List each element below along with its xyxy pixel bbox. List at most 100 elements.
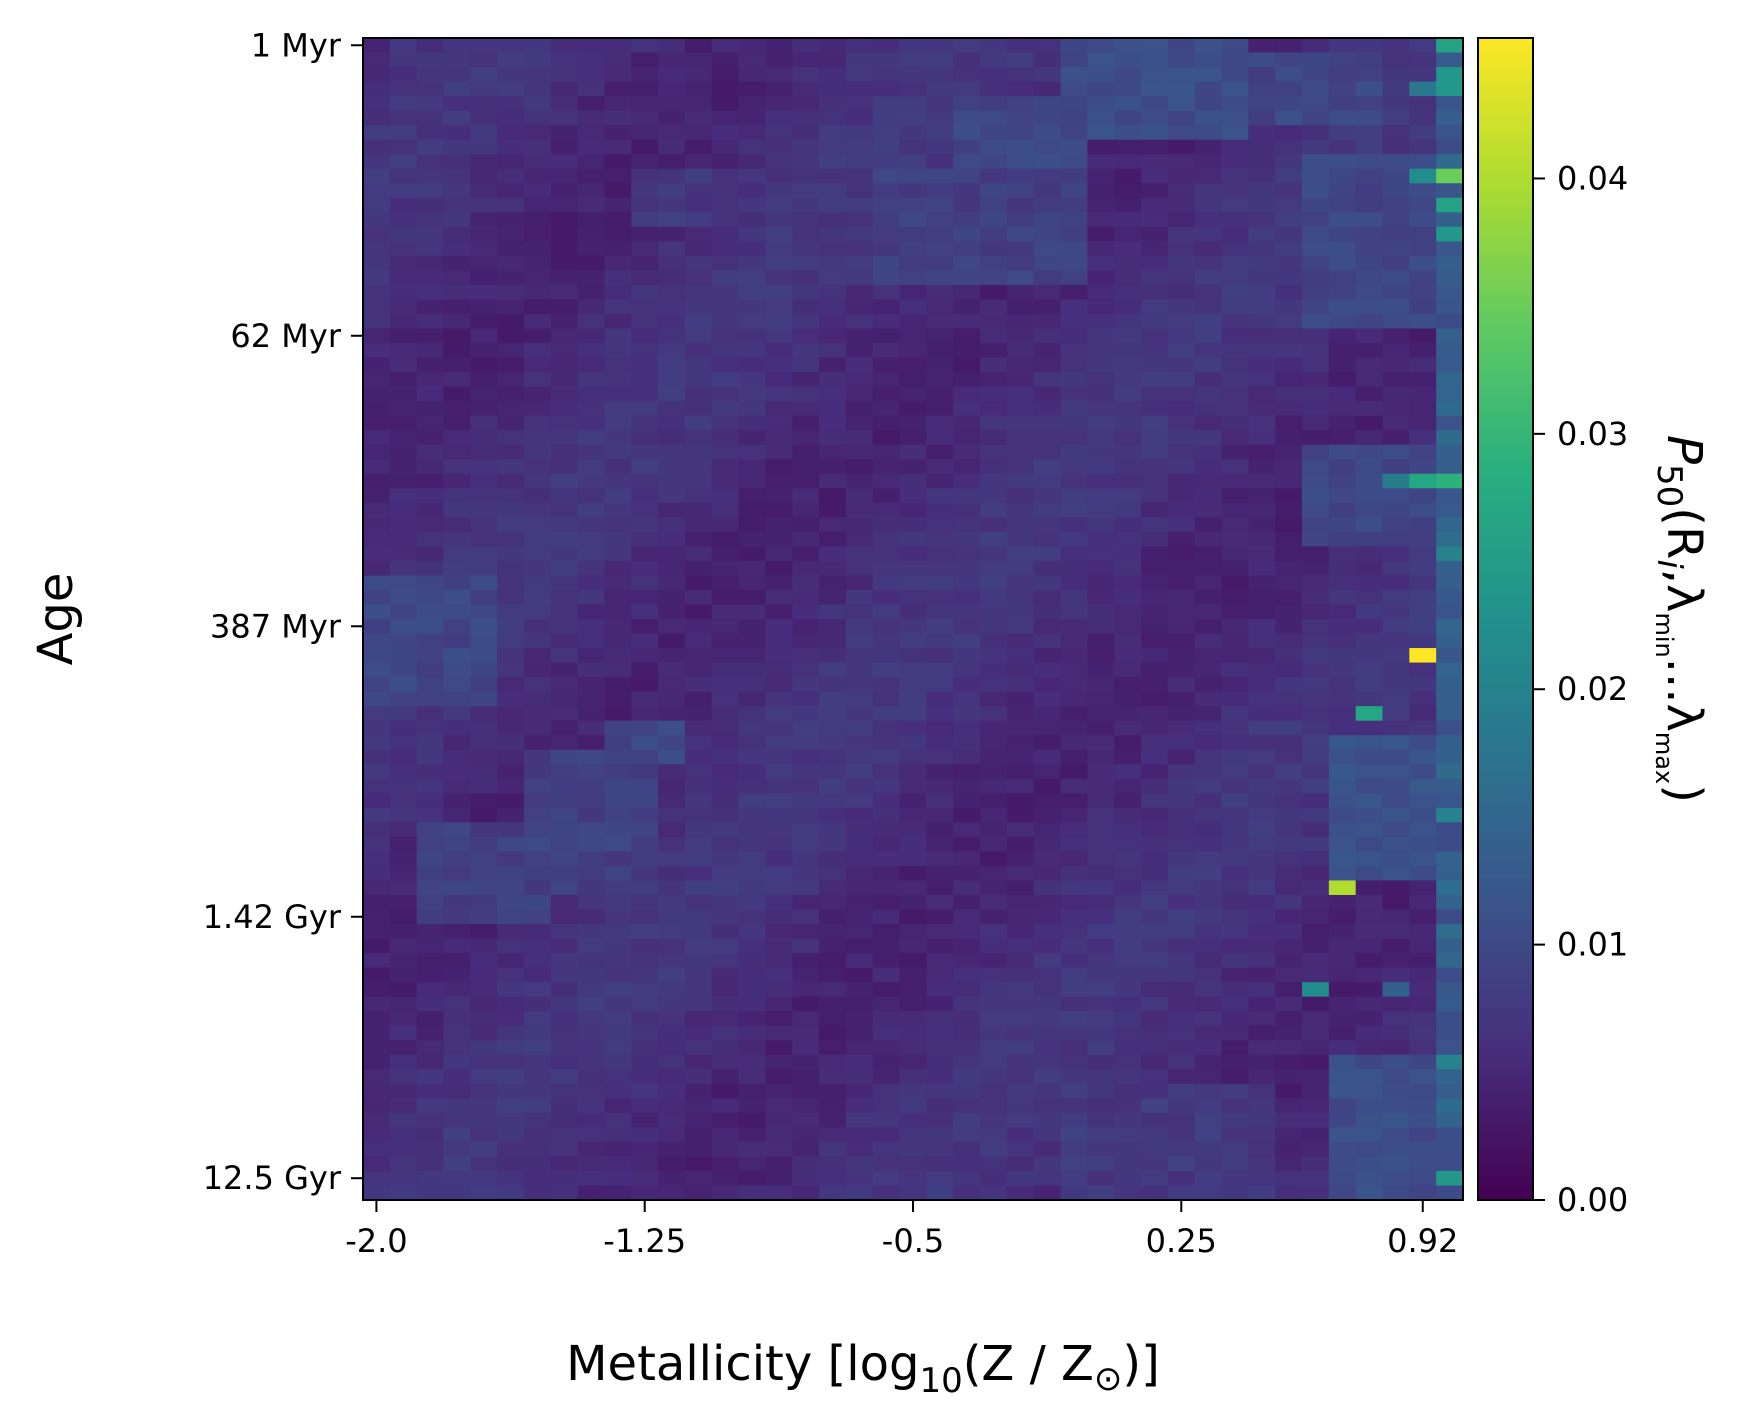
heatmap-cell	[523, 633, 552, 649]
heatmap-cell	[872, 764, 901, 780]
heatmap-cell	[1355, 996, 1384, 1012]
heatmap-cell	[1087, 691, 1115, 707]
heatmap-cell	[550, 328, 579, 344]
heatmap-cell	[1167, 953, 1196, 969]
heatmap-cell	[1328, 1112, 1357, 1128]
heatmap-cell	[1033, 691, 1062, 707]
heatmap-cell	[1436, 778, 1464, 794]
heatmap-cell	[416, 662, 445, 678]
heatmap-cell	[1087, 473, 1115, 489]
heatmap-cell	[1275, 488, 1303, 504]
heatmap-cell	[1221, 865, 1249, 882]
heatmap-cell	[443, 735, 471, 751]
heatmap-cell	[1060, 836, 1088, 853]
heatmap-cell	[497, 38, 525, 54]
heatmap-cell	[604, 139, 632, 155]
heatmap-cell	[1248, 720, 1276, 736]
heatmap-cell	[872, 589, 901, 606]
heatmap-cell	[1167, 502, 1196, 518]
heatmap-cell	[631, 52, 659, 68]
heatmap-cell	[1194, 212, 1223, 228]
heatmap-cell	[1328, 982, 1357, 998]
heatmap-cell	[1033, 430, 1062, 446]
heatmap-cell	[711, 1185, 740, 1201]
heatmap-cell	[1436, 996, 1464, 1012]
heatmap-cell	[523, 241, 552, 257]
heatmap-cell	[792, 139, 820, 155]
heatmap-cell	[363, 1098, 391, 1114]
heatmap-cell	[899, 1098, 928, 1114]
heatmap-cell	[631, 720, 659, 736]
heatmap-cell	[1006, 1170, 1035, 1187]
heatmap-cell	[738, 226, 767, 242]
x-tick-label: 0.25	[1146, 1222, 1217, 1260]
heatmap-cell	[1328, 226, 1357, 242]
heatmap-cell	[792, 226, 820, 242]
heatmap-cell	[1141, 1025, 1169, 1041]
heatmap-cell	[497, 183, 525, 199]
heatmap-cell	[1355, 822, 1384, 838]
heatmap-cell	[1033, 183, 1062, 199]
heatmap-cell	[389, 284, 418, 301]
heatmap-cell	[926, 125, 954, 141]
heatmap-cell	[1302, 807, 1330, 823]
heatmap-cell	[1141, 909, 1169, 925]
heatmap-cell	[658, 154, 686, 170]
heatmap-cell	[872, 110, 901, 126]
heatmap-cell	[1382, 197, 1410, 213]
heatmap-cell	[1382, 619, 1410, 635]
heatmap-cell	[872, 415, 901, 431]
heatmap-cell	[1221, 299, 1249, 315]
heatmap-cell	[604, 1112, 632, 1128]
heatmap-cell	[1060, 197, 1088, 213]
heatmap-cell	[711, 110, 740, 126]
heatmap-cell	[1033, 1025, 1062, 1041]
heatmap-cell	[1275, 517, 1303, 533]
heatmap-cell	[550, 1054, 579, 1070]
heatmap-cell	[872, 255, 901, 272]
heatmap-cell	[631, 589, 659, 606]
heatmap-cell	[1436, 197, 1464, 213]
heatmap-cell	[1248, 1185, 1276, 1201]
heatmap-cell	[738, 822, 767, 838]
heatmap-cell	[1194, 241, 1223, 257]
heatmap-cell	[819, 125, 847, 141]
heatmap-cell	[658, 1098, 686, 1114]
heatmap-cell	[926, 444, 954, 460]
heatmap-cell	[389, 386, 418, 402]
heatmap-cell	[899, 938, 928, 954]
heatmap-cell	[604, 546, 632, 562]
heatmap-cell	[899, 764, 928, 780]
heatmap-cell	[765, 154, 793, 170]
heatmap-cell	[738, 343, 767, 359]
heatmap-cell	[523, 430, 552, 446]
heatmap-cell	[926, 1112, 954, 1128]
heatmap-cell	[497, 226, 525, 242]
heatmap-cell	[389, 459, 418, 475]
heatmap-cell	[845, 822, 874, 838]
heatmap-cell	[577, 183, 606, 199]
heatmap-cell	[845, 343, 874, 359]
heatmap-cell	[980, 430, 1008, 446]
heatmap-cell	[470, 735, 498, 751]
heatmap-cell	[1221, 473, 1249, 489]
heatmap-cell	[1087, 430, 1115, 446]
heatmap-cell	[1060, 793, 1088, 809]
heatmap-cell	[1221, 1054, 1249, 1070]
heatmap-cell	[577, 1069, 606, 1085]
heatmap-cell	[792, 386, 820, 402]
heatmap-cell	[792, 778, 820, 794]
heatmap-cell	[845, 168, 874, 184]
heatmap-cell	[819, 502, 847, 518]
heatmap-cell	[363, 822, 391, 838]
heatmap-cell	[1221, 967, 1249, 983]
heatmap-cell	[1355, 488, 1384, 504]
heatmap-cell	[1355, 1025, 1384, 1041]
heatmap-cell	[980, 459, 1008, 475]
heatmap-cell	[631, 575, 659, 591]
heatmap-cell	[1167, 633, 1196, 649]
heatmap-cell	[550, 1156, 579, 1172]
heatmap-cell	[1114, 894, 1142, 911]
heatmap-cell	[1248, 764, 1276, 780]
heatmap-cell	[1114, 619, 1142, 635]
